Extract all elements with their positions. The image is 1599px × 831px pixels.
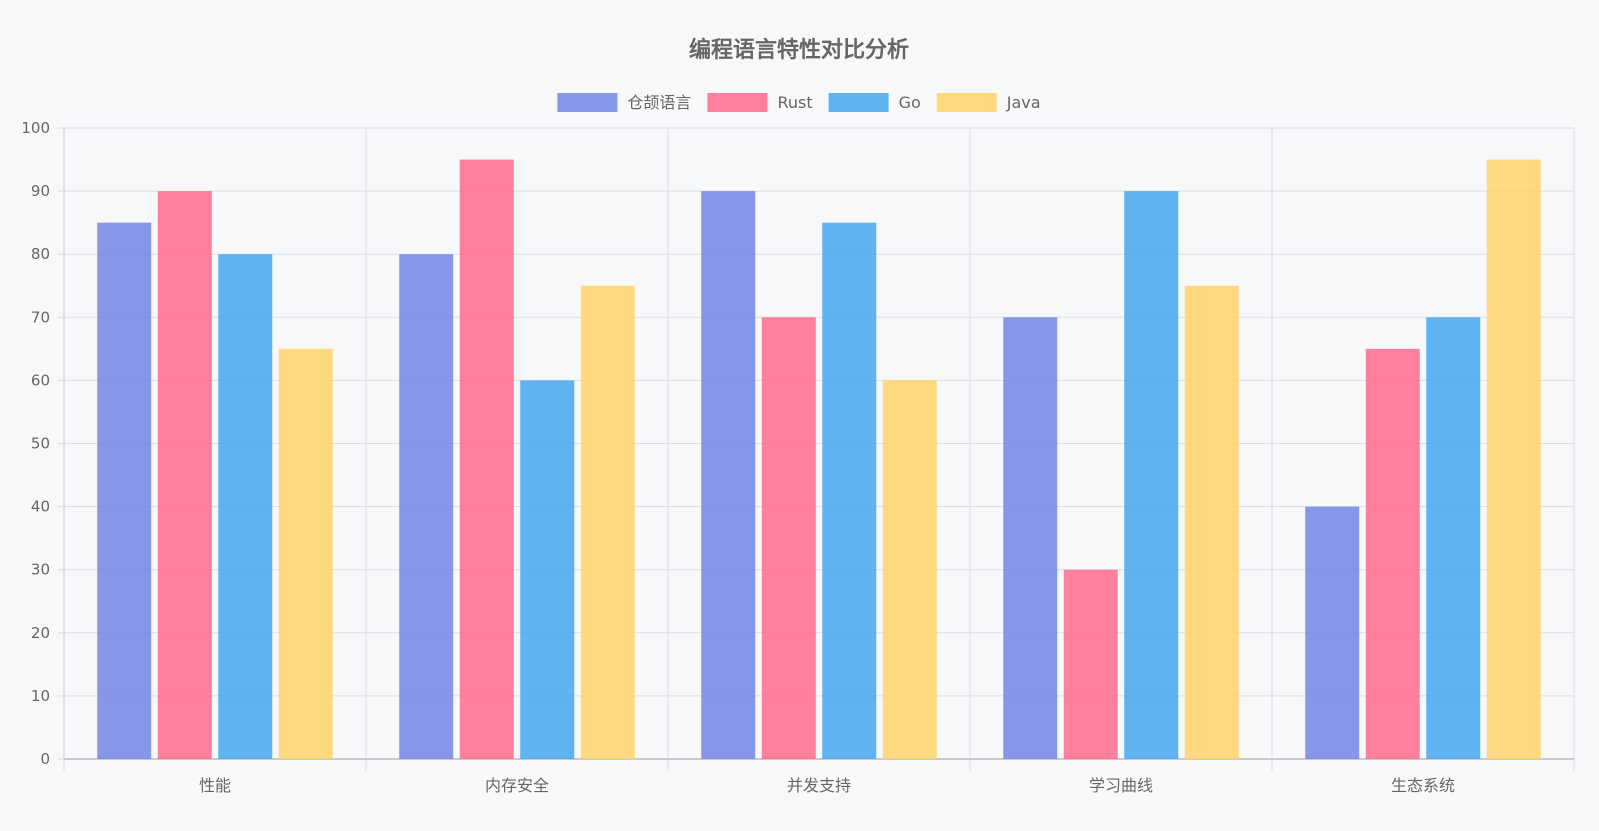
y-tick-label: 20 — [31, 624, 50, 642]
y-tick-label: 10 — [31, 687, 50, 705]
x-tick-label: 内存安全 — [485, 776, 549, 795]
bar[interactable] — [1063, 569, 1118, 759]
bar[interactable] — [157, 191, 212, 760]
bar[interactable] — [822, 222, 877, 759]
x-tick-label: 性能 — [199, 776, 231, 795]
bar[interactable] — [761, 317, 816, 759]
bar[interactable] — [1365, 348, 1420, 759]
x-tick-label: 并发支持 — [787, 776, 851, 795]
legend-swatch — [936, 93, 997, 112]
legend-swatch — [707, 93, 768, 112]
x-tick-label: 学习曲线 — [1089, 776, 1153, 795]
legend-label: Rust — [777, 93, 812, 112]
bar[interactable] — [701, 191, 756, 760]
y-tick-label: 100 — [21, 119, 50, 137]
y-tick-label: 70 — [31, 308, 50, 326]
bar[interactable] — [882, 380, 937, 759]
legend-label: Java — [1006, 93, 1041, 112]
bar[interactable] — [1426, 317, 1481, 759]
x-axis-labels: 性能 内存安全 并发支持 学习曲线 生态系统 — [199, 776, 1455, 795]
y-tick-label: 90 — [31, 182, 50, 200]
legend-item[interactable]: Rust — [707, 93, 813, 112]
legend-swatch — [557, 93, 618, 112]
bar[interactable] — [278, 348, 333, 759]
y-tick-label: 40 — [31, 498, 50, 516]
bar[interactable] — [218, 254, 273, 759]
bar[interactable] — [399, 254, 454, 759]
bar[interactable] — [1486, 159, 1541, 760]
y-axis-ticks: 0 10 20 30 40 50 60 70 80 90 100 — [21, 119, 50, 768]
bar[interactable] — [1184, 285, 1239, 759]
bar[interactable] — [1305, 506, 1360, 759]
y-tick-label: 80 — [31, 245, 50, 263]
bar[interactable] — [459, 159, 514, 760]
y-tick-label: 30 — [31, 561, 50, 579]
bar[interactable] — [580, 285, 635, 759]
bar[interactable] — [1124, 191, 1179, 760]
legend-label: 仓颉语言 — [627, 93, 691, 112]
bar[interactable] — [1003, 317, 1058, 759]
x-tick-label: 生态系统 — [1391, 776, 1455, 795]
legend-label: Go — [899, 93, 921, 112]
y-tick-label: 60 — [31, 371, 50, 389]
legend: 仓颉语言 Rust Go Java — [557, 93, 1041, 112]
legend-item[interactable]: Java — [936, 93, 1041, 112]
legend-item[interactable]: 仓颉语言 — [557, 93, 691, 112]
y-tick-label: 50 — [31, 435, 50, 453]
bar[interactable] — [520, 380, 575, 759]
legend-item[interactable]: Go — [828, 93, 921, 112]
legend-swatch — [828, 93, 889, 112]
y-tick-label: 0 — [40, 750, 50, 768]
chart-title: 编程语言特性对比分析 — [689, 37, 909, 63]
bar[interactable] — [97, 222, 152, 759]
bars — [97, 159, 1541, 760]
